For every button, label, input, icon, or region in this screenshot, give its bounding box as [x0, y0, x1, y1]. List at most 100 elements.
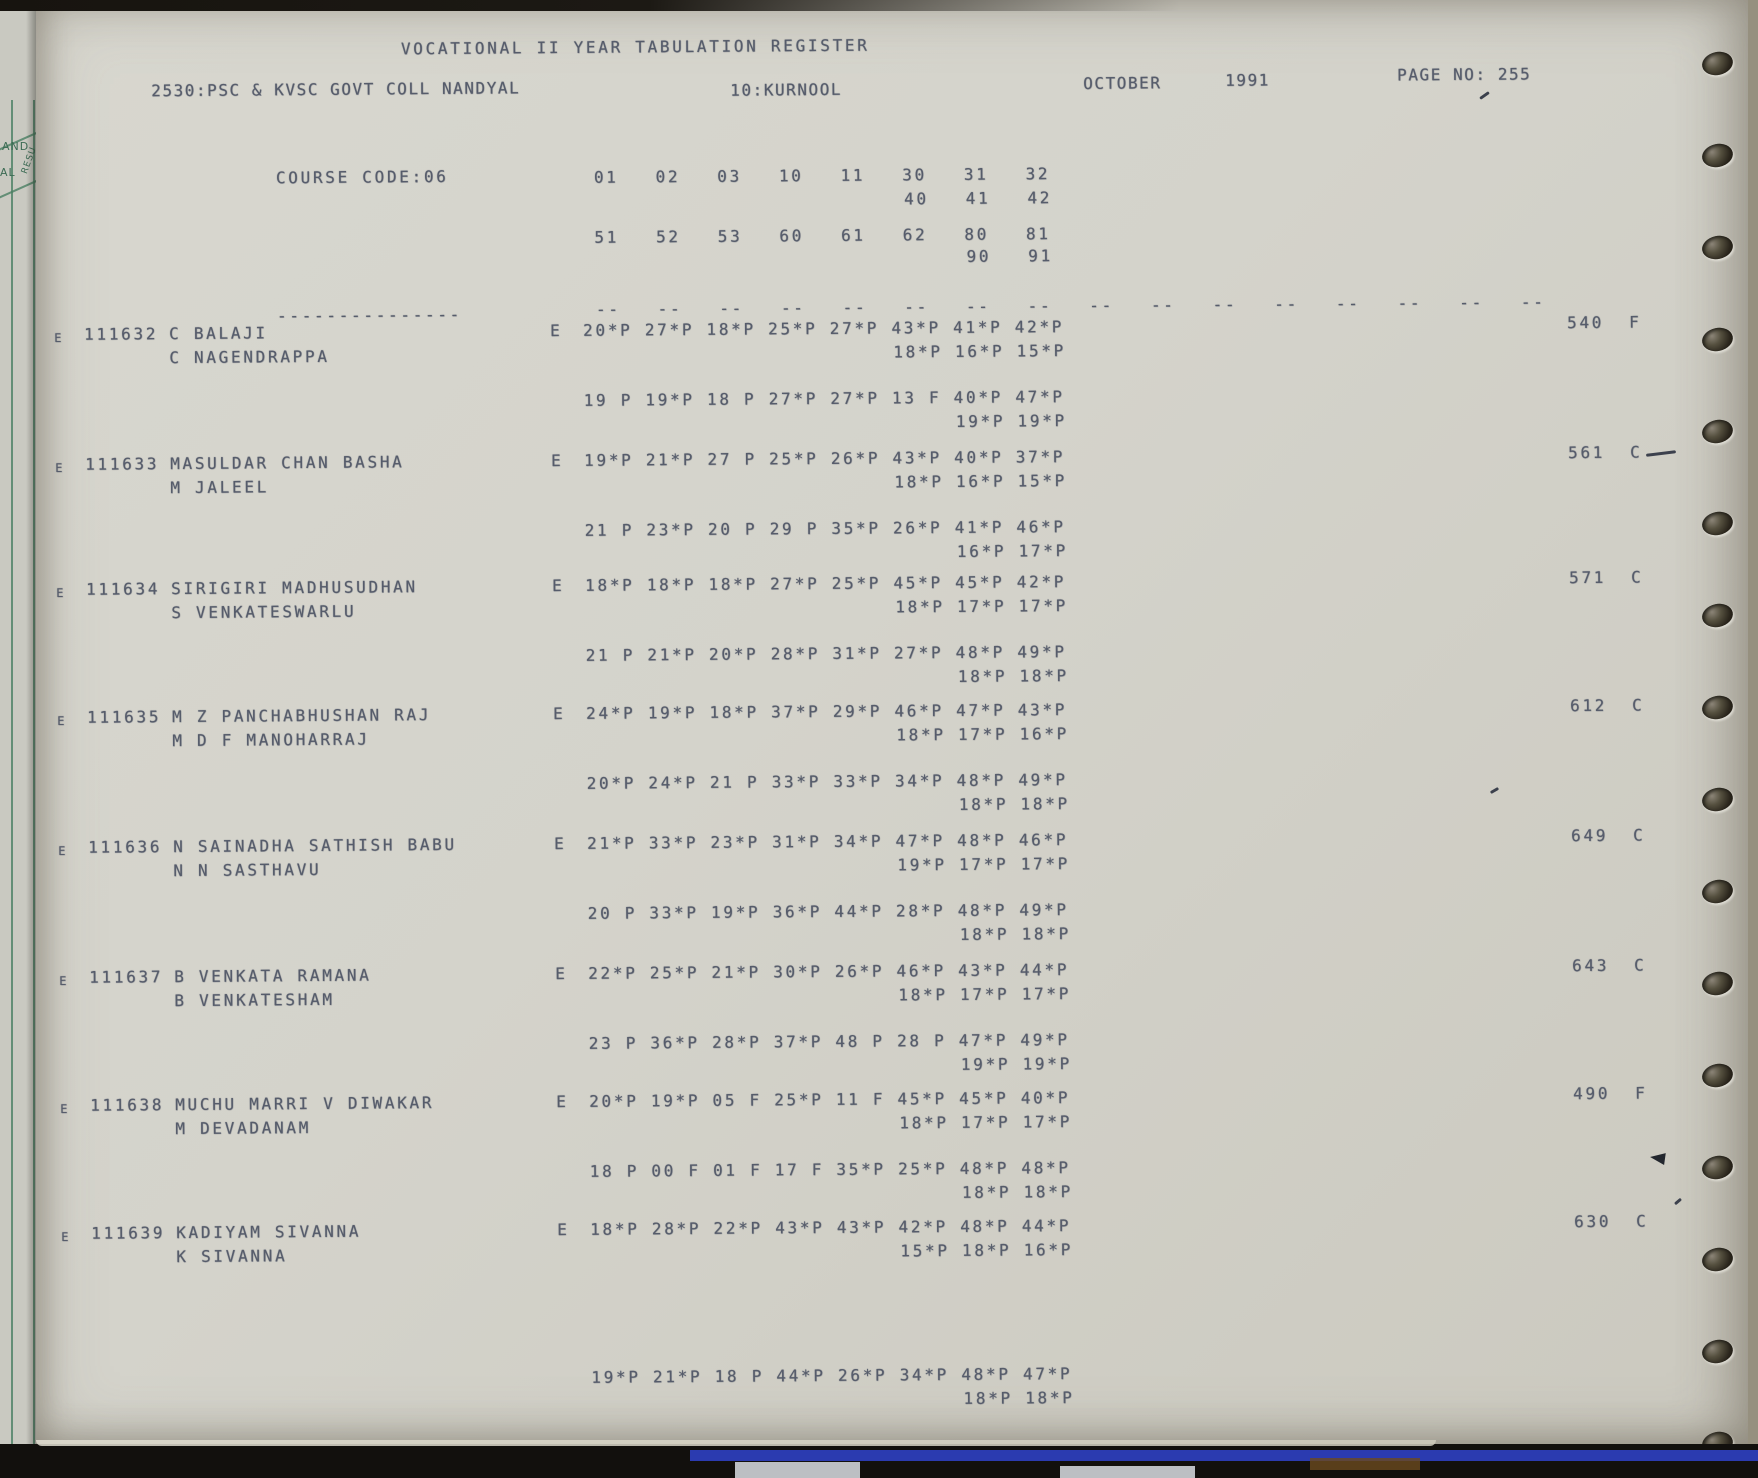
- medium-flag: E: [550, 321, 563, 341]
- roll-number: 111635: [87, 707, 162, 727]
- student-name: MUCHU MARRI V DIWAKAR: [175, 1093, 435, 1115]
- marks-line-1: 19*P 21*P 27 P 25*P 26*P 43*P 40*P 37*P: [584, 447, 1066, 470]
- marks-line-2: 18*P 16*P 15*P: [893, 341, 1067, 362]
- roll-number: 111639: [91, 1223, 166, 1243]
- marks-line-3: 20*P 24*P 21 P 33*P 33*P 34*P 48*P 49*P: [586, 770, 1068, 793]
- marks-line-3: 19 P 19*P 18 P 27*P 27*P 13 F 40*P 47*P: [583, 387, 1065, 410]
- student-record: E 111639 KADIYAM SIVANNA K SIVANNA E 18*…: [4, 1211, 1758, 1408]
- margin-fragment: AL: [0, 166, 16, 179]
- marks-line-1: 18*P 18*P 18*P 27*P 25*P 45*P 45*P 42*P: [585, 572, 1067, 595]
- total-marks: 630: [1574, 1211, 1612, 1232]
- medium-flag: E: [555, 964, 568, 984]
- father-name: M JALEEL: [170, 477, 270, 498]
- student-record: E 111634 SIRIGIRI MADHUSUDHAN S VENKATES…: [0, 567, 1757, 686]
- medium-flag: E: [552, 576, 565, 596]
- medium-flag: E: [553, 704, 566, 724]
- student-name: B VENKATA RAMANA: [174, 965, 372, 987]
- student-name: N SAINADHA SATHISH BABU: [173, 834, 457, 857]
- total-marks: 490: [1573, 1083, 1611, 1104]
- result-code: C: [1633, 825, 1646, 845]
- roll-number: 111633: [85, 454, 160, 474]
- subject-codes-row1: 01 02 03 10 11 30 31 32: [593, 164, 1051, 187]
- marks-line-4: 18*P 18*P: [959, 924, 1071, 944]
- father-name: N N SASTHAVU: [173, 859, 322, 881]
- student-name: C BALAJI: [169, 323, 268, 344]
- medium-code: E: [55, 460, 66, 476]
- student-name: M Z PANCHABHUSHAN RAJ: [172, 705, 432, 727]
- marks-line-1: 20*P 19*P 05 F 25*P 11 F 45*P 45*P 40*P: [589, 1088, 1071, 1111]
- marks-line-2: 18*P 17*P 16*P: [896, 724, 1070, 745]
- result-code: C: [1634, 955, 1647, 975]
- book-edge: [1748, 0, 1758, 1450]
- medium-flag: E: [557, 1220, 570, 1240]
- total-marks: 571: [1569, 567, 1607, 588]
- father-name: M D F MANOHARRAJ: [172, 729, 370, 751]
- marks-line-4: 18*P 18*P: [957, 666, 1069, 686]
- medium-flag: E: [551, 451, 564, 471]
- roll-number: 111638: [90, 1095, 165, 1115]
- exam-month: OCTOBER: [1083, 73, 1162, 93]
- form-rule-vertical: [11, 100, 13, 1478]
- course-code-label: COURSE CODE:06: [275, 166, 449, 188]
- total-marks: 540: [1567, 312, 1605, 333]
- student-record: E 111633 MASULDAR CHAN BASHA M JALEEL E …: [0, 442, 1756, 561]
- photo-bottom-edge: [0, 1444, 1758, 1478]
- marks-line-1: 22*P 25*P 21*P 30*P 26*P 46*P 43*P 44*P: [588, 960, 1070, 983]
- marks-line-1: 21*P 33*P 23*P 31*P 34*P 47*P 48*P 46*P: [587, 830, 1069, 853]
- marks-line-4: 19*P 19*P: [955, 411, 1067, 431]
- total-marks: 612: [1570, 695, 1608, 716]
- result-code: C: [1636, 1211, 1649, 1231]
- marks-line-2: 18*P 16*P 15*P: [894, 471, 1068, 492]
- medium-code: E: [54, 330, 65, 346]
- roll-number: 111636: [88, 837, 163, 857]
- college-code-name: 2530:PSC & KVSC GOVT COLL NANDYAL: [151, 78, 521, 101]
- marks-line-2: 18*P 17*P 17*P: [898, 984, 1072, 1005]
- marks-line-4: 18*P 18*P: [958, 794, 1070, 814]
- father-name: S VENKATESWARLU: [171, 601, 357, 623]
- marks-line-2: 15*P 18*P 16*P: [900, 1240, 1074, 1261]
- marks-line-4: 19*P 19*P: [960, 1054, 1072, 1074]
- marks-line-3: 21 P 23*P 20 P 29 P 35*P 26*P 41*P 46*P: [584, 517, 1066, 540]
- marks-line-4: 16*P 17*P: [956, 541, 1068, 561]
- father-name: B VENKATESHAM: [174, 989, 335, 1011]
- pen-arrow-mark: [1649, 1151, 1666, 1165]
- subject-codes-row1b: 40 41 42: [904, 188, 1053, 209]
- medium-code: E: [59, 973, 70, 989]
- subject-codes-row2b: 90 91: [966, 246, 1053, 266]
- marks-line-4: 18*P 18*P: [961, 1182, 1073, 1202]
- roll-number: 111634: [86, 579, 161, 599]
- book-edge-patch: [1060, 1466, 1195, 1478]
- student-name: KADIYAM SIVANNA: [176, 1221, 362, 1243]
- marks-line-3: 21 P 21*P 20*P 28*P 31*P 27*P 48*P 49*P: [585, 642, 1067, 665]
- student-record: E 111638 MUCHU MARRI V DIWAKAR M DEVADAN…: [3, 1083, 1758, 1202]
- student-name: SIRIGIRI MADHUSUDHAN: [171, 577, 418, 599]
- marks-line-3: 19*P 21*P 18 P 44*P 26*P 34*P 48*P 47*P: [591, 1364, 1073, 1387]
- marks-line-2: 18*P 17*P 17*P: [899, 1112, 1073, 1133]
- student-name: MASULDAR CHAN BASHA: [170, 452, 405, 474]
- father-name: C NAGENDRAPPA: [169, 346, 330, 368]
- medium-code: E: [58, 843, 69, 859]
- page-title: VOCATIONAL II YEAR TABULATION REGISTER: [400, 35, 870, 59]
- student-record: E 111636 N SAINADHA SATHISH BABU N N SAS…: [1, 825, 1758, 944]
- marks-line-3: 20 P 33*P 19*P 36*P 44*P 28*P 48*P 49*P: [587, 900, 1069, 923]
- marks-line-1: 18*P 28*P 22*P 43*P 43*P 42*P 48*P 44*P: [590, 1216, 1072, 1239]
- separator-dashes-columns: -- -- -- -- -- -- -- -- -- -- -- -- -- -…: [595, 292, 1546, 319]
- roll-number: 111637: [89, 967, 164, 987]
- result-code: F: [1629, 312, 1642, 332]
- total-marks: 649: [1571, 825, 1609, 846]
- father-name: K SIVANNA: [176, 1246, 288, 1267]
- photo-top-edge: [0, 0, 1180, 11]
- register-page: [36, 0, 1750, 1450]
- book-edge-patch: [735, 1462, 860, 1478]
- medium-code: E: [61, 1229, 72, 1245]
- page-bottom-rim: [36, 1440, 1436, 1446]
- medium-flag: E: [556, 1092, 569, 1112]
- medium-flag: E: [554, 834, 567, 854]
- subject-codes-row2: 51 52 53 60 61 62 80 81: [594, 224, 1051, 247]
- result-code: C: [1630, 442, 1643, 462]
- roll-number: 111632: [84, 324, 159, 344]
- total-marks: 561: [1568, 442, 1606, 463]
- student-record: E 111635 M Z PANCHABHUSHAN RAJ M D F MAN…: [0, 695, 1758, 814]
- medium-code: E: [60, 1101, 71, 1117]
